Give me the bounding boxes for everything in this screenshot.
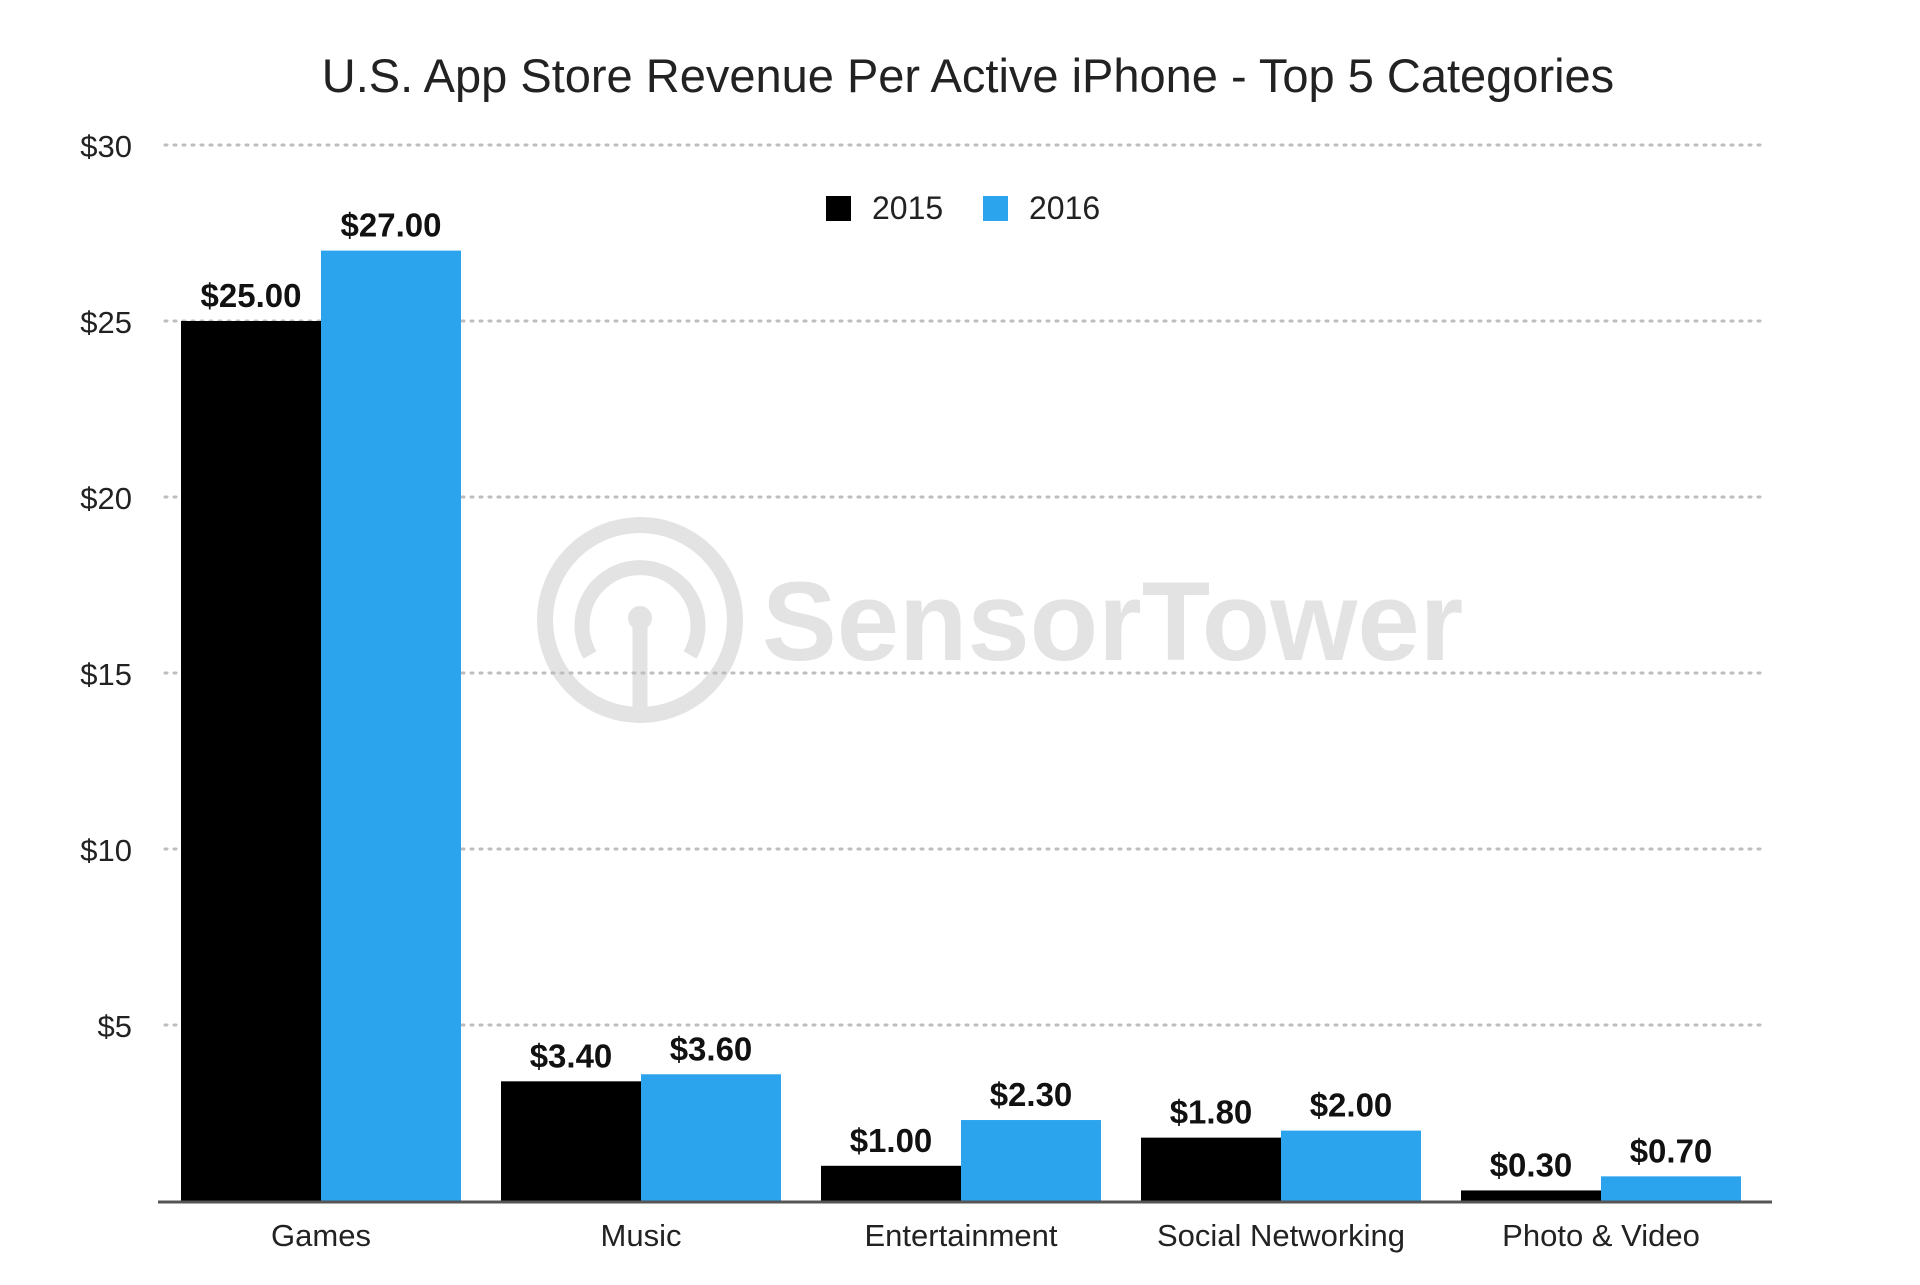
grid-layer [163,143,1767,1027]
legend-label-2015: 2015 [872,190,943,226]
y-tick-label: $30 [80,129,132,164]
watermark: SensorTower [537,517,1463,723]
x-tick-label: Music [601,1218,682,1253]
data-label: $2.00 [1310,1087,1393,1124]
data-label: $0.30 [1490,1146,1573,1183]
chart-title: U.S. App Store Revenue Per Active iPhone… [322,49,1614,102]
data-labels: $25.00 $27.00 $3.40 $3.60 $1.00 $2.30 $1.80 $2.… [201,207,1713,1184]
bar-2016-social-networking [1281,1130,1421,1201]
bar-2016-entertainment [961,1120,1101,1201]
bar-2016-photo-video [1601,1176,1741,1201]
bar-2016-games [321,250,461,1202]
bar-2015-social-networking [1141,1137,1281,1201]
bar-2015-music [501,1081,641,1201]
y-tick-label: $5 [98,1009,132,1044]
data-label: $3.40 [530,1037,613,1074]
bar-2015-entertainment [821,1165,961,1201]
bar-2015-photo-video [1461,1190,1601,1201]
sensortower-logo-icon [537,517,743,723]
x-tick-label: Games [271,1218,371,1253]
y-axis-ticks: $5 $10 $15 $20 $25 $30 [80,129,132,1044]
data-label: $2.30 [990,1076,1073,1113]
y-tick-label: $15 [80,657,132,692]
x-tick-label: Entertainment [865,1218,1058,1253]
x-tick-label: Photo & Video [1502,1218,1700,1253]
data-label: $1.00 [850,1122,933,1159]
legend-swatch-2015 [826,196,851,221]
x-axis-ticks: Games Music Entertainment Social Networking… [271,1218,1700,1253]
data-label: $25.00 [201,277,302,314]
y-tick-label: $20 [80,481,132,516]
watermark-text: SensorTower [762,559,1463,684]
legend-label-2016: 2016 [1029,190,1100,226]
bars [181,250,1741,1202]
data-label: $27.00 [341,207,442,244]
data-label: $0.70 [1630,1132,1713,1169]
legend-swatch-2016 [983,196,1008,221]
x-tick-label: Social Networking [1157,1218,1405,1253]
y-tick-label: $10 [80,833,132,868]
bar-2015-games [181,321,321,1201]
data-label: $3.60 [670,1030,753,1067]
legend: 2015 2016 [826,190,1100,226]
data-label: $1.80 [1170,1094,1253,1131]
y-tick-label: $25 [80,305,132,340]
bar-2016-music [641,1074,781,1201]
